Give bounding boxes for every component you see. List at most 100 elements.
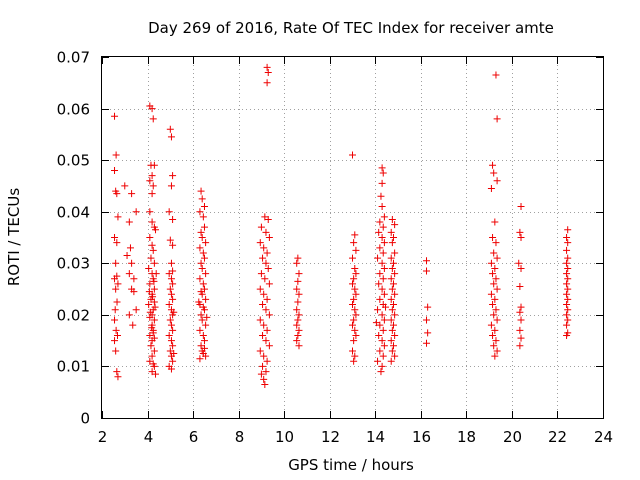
data-point xyxy=(375,228,383,236)
data-point xyxy=(489,161,497,169)
data-point xyxy=(260,375,268,383)
data-point xyxy=(196,244,204,252)
plot-frame xyxy=(101,56,604,419)
data-point xyxy=(150,161,158,169)
data-point xyxy=(198,264,206,272)
data-point xyxy=(391,352,399,360)
y-tick-label: 0.02 xyxy=(57,307,90,325)
data-point xyxy=(376,295,384,303)
data-point xyxy=(350,316,358,324)
data-point xyxy=(146,280,154,288)
data-point xyxy=(378,285,386,293)
data-point xyxy=(374,306,382,314)
data-point xyxy=(169,342,177,350)
data-point xyxy=(563,290,571,298)
data-point xyxy=(166,316,174,324)
data-point xyxy=(352,331,360,339)
data-point xyxy=(169,326,177,334)
data-point xyxy=(132,306,140,314)
data-point xyxy=(563,270,571,278)
data-point xyxy=(150,277,158,285)
data-point xyxy=(150,347,158,355)
data-point xyxy=(294,298,302,306)
data-point xyxy=(169,215,177,223)
data-point xyxy=(196,275,204,283)
data-point xyxy=(259,301,267,309)
data-point xyxy=(295,270,303,278)
data-point xyxy=(492,306,500,314)
data-point xyxy=(387,316,395,324)
chart-title: Day 269 of 2016, Rate Of TEC Index for r… xyxy=(148,19,554,37)
data-point xyxy=(146,234,154,241)
data-point xyxy=(490,342,498,350)
data-point xyxy=(203,313,211,321)
data-point xyxy=(265,311,273,319)
data-point xyxy=(350,357,358,365)
data-point xyxy=(145,288,153,296)
data-point xyxy=(146,208,154,216)
data-point xyxy=(388,285,396,293)
data-point xyxy=(295,342,303,350)
data-point xyxy=(517,264,525,272)
data-point xyxy=(379,249,387,257)
data-point xyxy=(166,285,174,293)
data-point xyxy=(128,190,136,198)
data-point xyxy=(202,321,210,329)
data-point xyxy=(259,362,267,370)
data-point xyxy=(295,326,303,334)
data-point xyxy=(387,357,395,365)
data-point xyxy=(150,259,158,267)
data-point xyxy=(262,228,270,236)
data-point xyxy=(256,239,264,247)
data-point xyxy=(165,301,173,309)
data-point xyxy=(391,270,399,278)
data-point xyxy=(492,275,500,283)
data-point xyxy=(380,239,388,247)
data-point xyxy=(259,331,267,339)
x-tick-label: 6 xyxy=(189,428,199,446)
data-point xyxy=(391,311,399,319)
data-point xyxy=(379,169,387,177)
data-point xyxy=(113,272,121,280)
data-point xyxy=(129,321,137,329)
y-tick-labels: 0 0.01 0.02 0.03 0.04 0.05 0.06 0.07 xyxy=(57,49,90,428)
data-point xyxy=(262,368,270,376)
data-point xyxy=(350,295,358,303)
data-point xyxy=(293,259,301,267)
data-point xyxy=(128,259,136,267)
data-point xyxy=(491,295,499,303)
data-point xyxy=(387,295,395,303)
data-point xyxy=(130,275,138,283)
data-point xyxy=(493,347,501,355)
data-point xyxy=(564,254,572,262)
data-point xyxy=(257,223,265,231)
data-point xyxy=(264,68,272,76)
data-point xyxy=(515,259,523,267)
data-point xyxy=(167,259,175,267)
data-point xyxy=(200,203,208,211)
data-point xyxy=(351,352,359,360)
data-point xyxy=(388,306,396,314)
data-point xyxy=(114,280,122,288)
data-point xyxy=(423,339,431,347)
data-point xyxy=(256,347,264,355)
data-point xyxy=(294,254,302,262)
data-point xyxy=(260,244,268,252)
data-point xyxy=(391,290,399,298)
data-point xyxy=(379,223,387,231)
data-point xyxy=(563,259,571,267)
data-point xyxy=(265,280,273,288)
data-point xyxy=(516,228,524,236)
data-point xyxy=(200,254,208,262)
data-point xyxy=(377,368,385,376)
data-point xyxy=(378,179,386,187)
data-point xyxy=(351,285,359,293)
data-point xyxy=(491,352,499,360)
data-point xyxy=(294,277,302,285)
data-point xyxy=(391,249,399,257)
data-point xyxy=(265,234,273,241)
x-tick-label: 14 xyxy=(366,428,385,446)
data-point xyxy=(130,288,138,296)
data-point xyxy=(349,347,356,355)
data-point xyxy=(351,326,359,334)
